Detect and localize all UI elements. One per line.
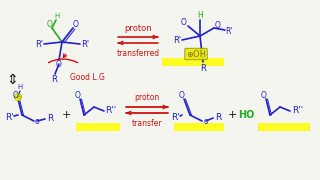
Text: R: R <box>51 75 57 84</box>
Bar <box>174 123 224 131</box>
Text: transfer: transfer <box>132 118 162 127</box>
Text: R': R' <box>173 35 181 44</box>
Text: R': R' <box>6 112 14 122</box>
Bar <box>76 123 120 131</box>
Text: R': R' <box>81 39 89 48</box>
Bar <box>162 58 224 66</box>
Text: O: O <box>47 19 53 28</box>
Text: R': R' <box>225 26 233 35</box>
Text: R: R <box>47 114 53 123</box>
Text: H: H <box>54 13 60 19</box>
Text: O: O <box>215 21 221 30</box>
Text: R'': R'' <box>105 105 116 114</box>
Text: transferred: transferred <box>116 48 160 57</box>
Text: O: O <box>181 17 187 26</box>
Text: HO: HO <box>238 110 254 120</box>
Text: Good L.G: Good L.G <box>70 73 105 82</box>
Text: O: O <box>261 91 267 100</box>
Text: O: O <box>179 91 185 100</box>
Text: ⊕OH: ⊕OH <box>186 50 206 59</box>
Text: H: H <box>197 10 203 19</box>
Text: O: O <box>13 91 19 100</box>
Text: H: H <box>17 84 23 90</box>
Text: O: O <box>73 19 79 28</box>
Bar <box>258 123 310 131</box>
Text: ⊕: ⊕ <box>15 94 21 100</box>
Text: o: o <box>35 116 39 125</box>
Text: +: + <box>227 110 237 120</box>
Text: O: O <box>75 91 81 100</box>
Text: R': R' <box>172 112 180 122</box>
Text: +: + <box>61 110 71 120</box>
Text: proton: proton <box>124 24 152 33</box>
Text: ⇕: ⇕ <box>6 73 18 87</box>
Text: R'': R'' <box>292 105 304 114</box>
Text: O: O <box>56 60 62 69</box>
Text: o: o <box>204 116 208 125</box>
Text: proton: proton <box>134 93 160 102</box>
Text: R: R <box>200 64 206 73</box>
Text: R': R' <box>35 39 43 48</box>
Text: R: R <box>215 112 221 122</box>
